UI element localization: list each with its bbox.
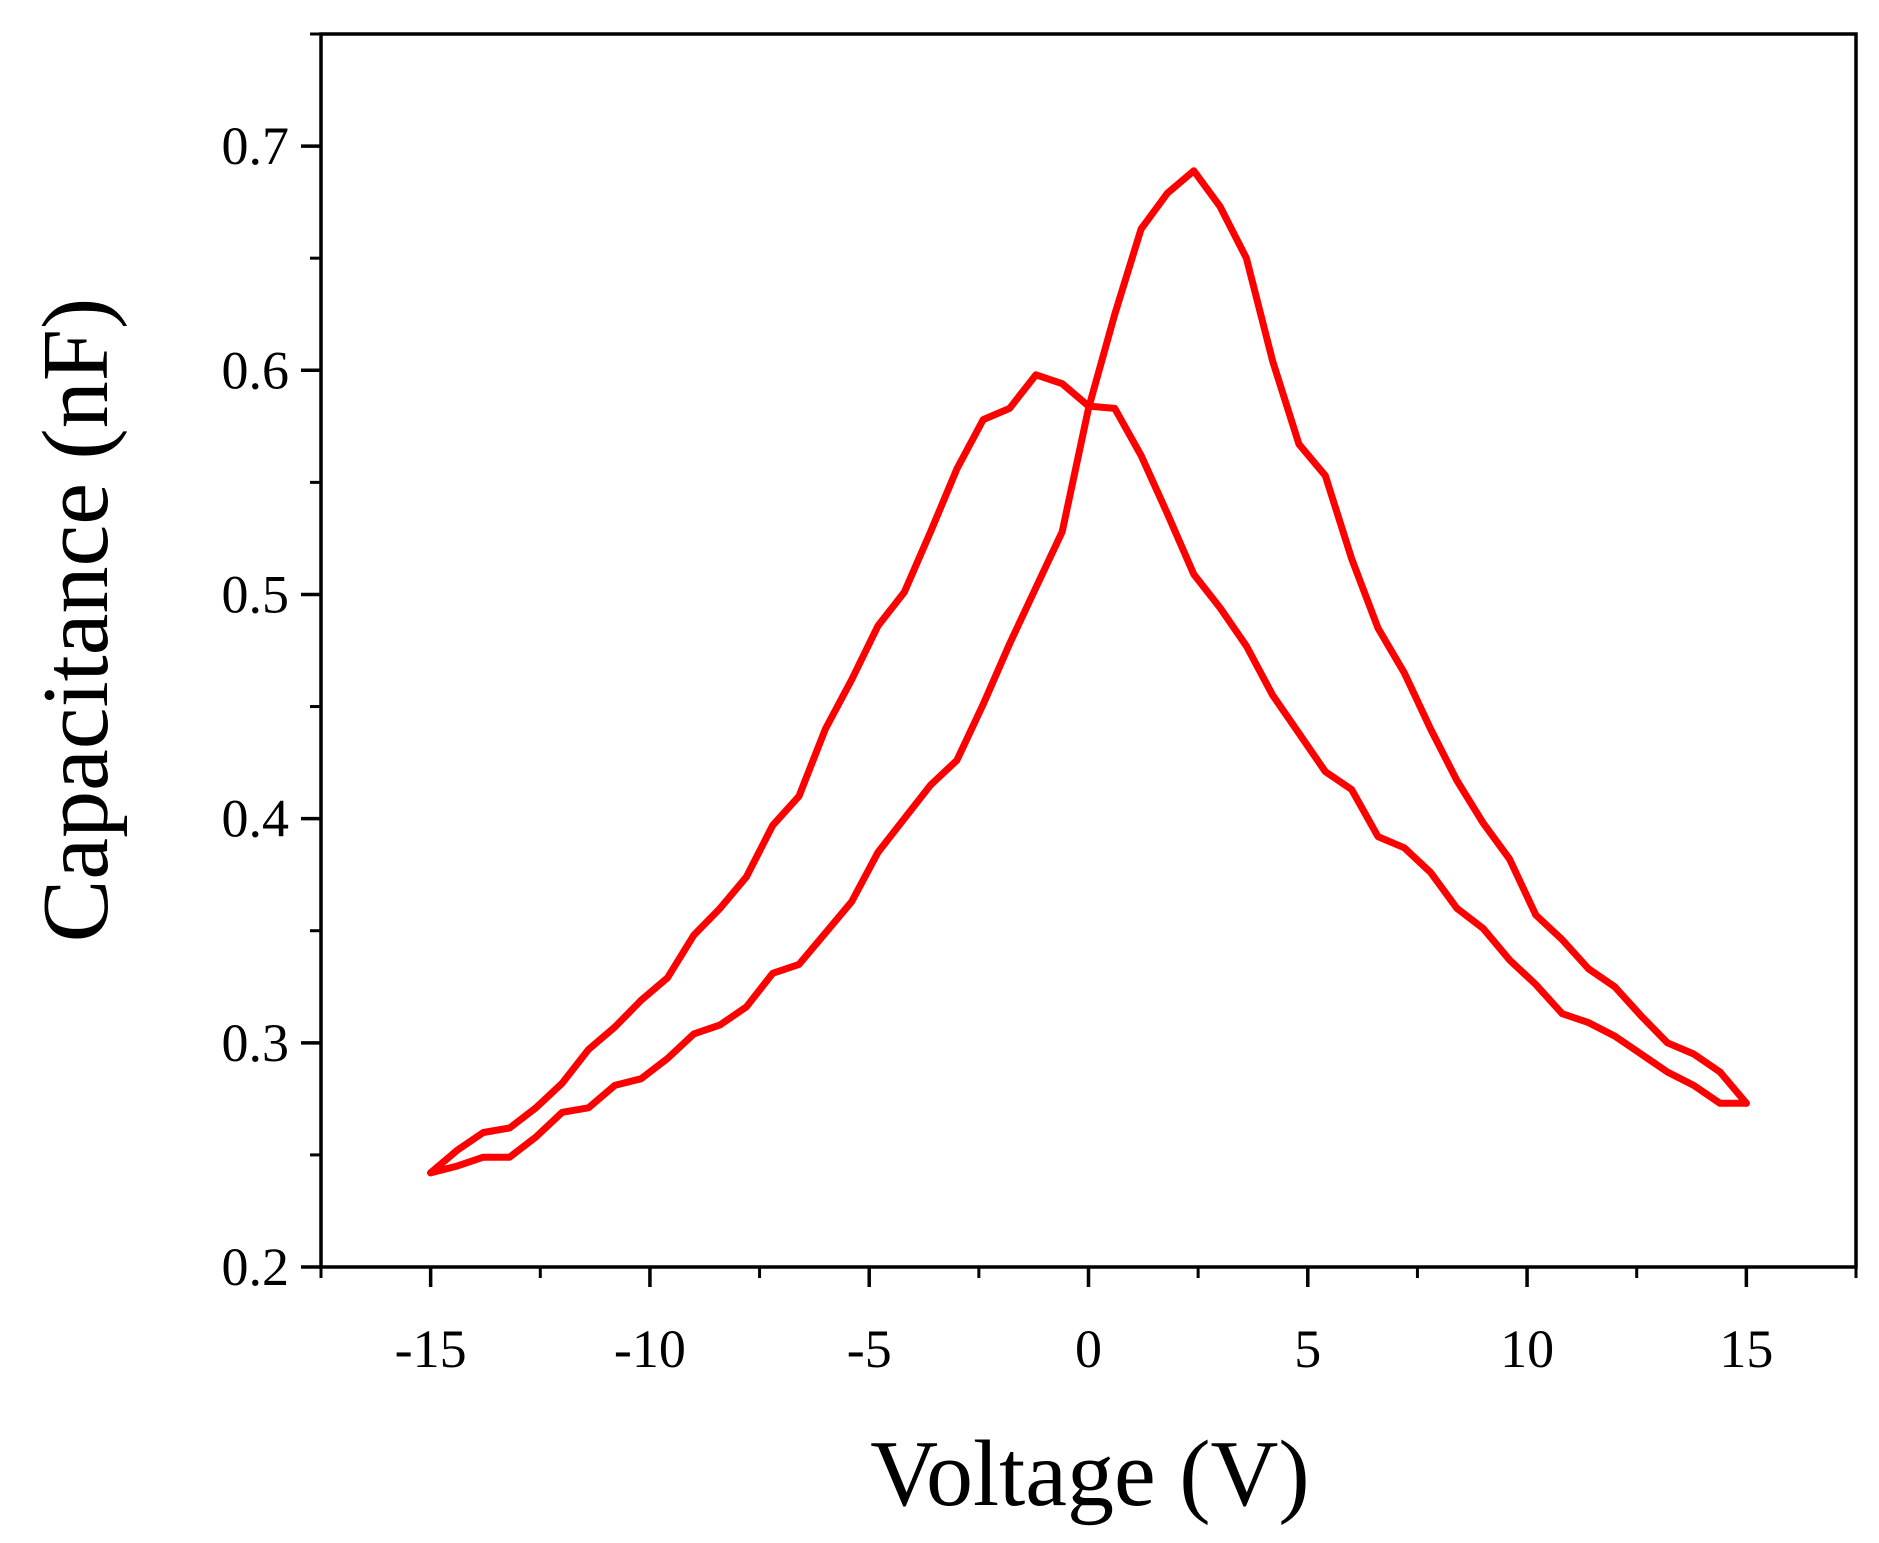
x-tick-label: -15 (395, 1319, 467, 1379)
x-axis-title: Voltage (V) (870, 1422, 1309, 1526)
plot-lines (427, 167, 1750, 1177)
x-tick-label: -10 (614, 1319, 686, 1379)
y-tick-label: 0.2 (222, 1237, 290, 1297)
y-tick-label: 0.7 (222, 116, 290, 176)
x-axis: -15 -10 -5 0 5 10 15 (319, 1267, 1858, 1379)
y-tick-label: 0.4 (222, 789, 290, 849)
x-tick-label: 5 (1294, 1319, 1321, 1379)
y-tick-label: 0.6 (222, 340, 290, 400)
x-tick-label: 10 (1500, 1319, 1554, 1379)
y-tick-label: 0.3 (222, 1013, 290, 1073)
y-axis-title: Capacitance (nF) (24, 298, 128, 943)
x-tick-label: -5 (847, 1319, 892, 1379)
y-tick-label: 0.5 (222, 564, 290, 624)
x-tick-label: 0 (1075, 1319, 1102, 1379)
x-tick-label: 15 (1719, 1319, 1773, 1379)
y-axis: 0.2 0.3 0.4 0.5 0.6 0.7 (222, 32, 321, 1297)
series-line-reverse (427, 371, 1750, 1177)
